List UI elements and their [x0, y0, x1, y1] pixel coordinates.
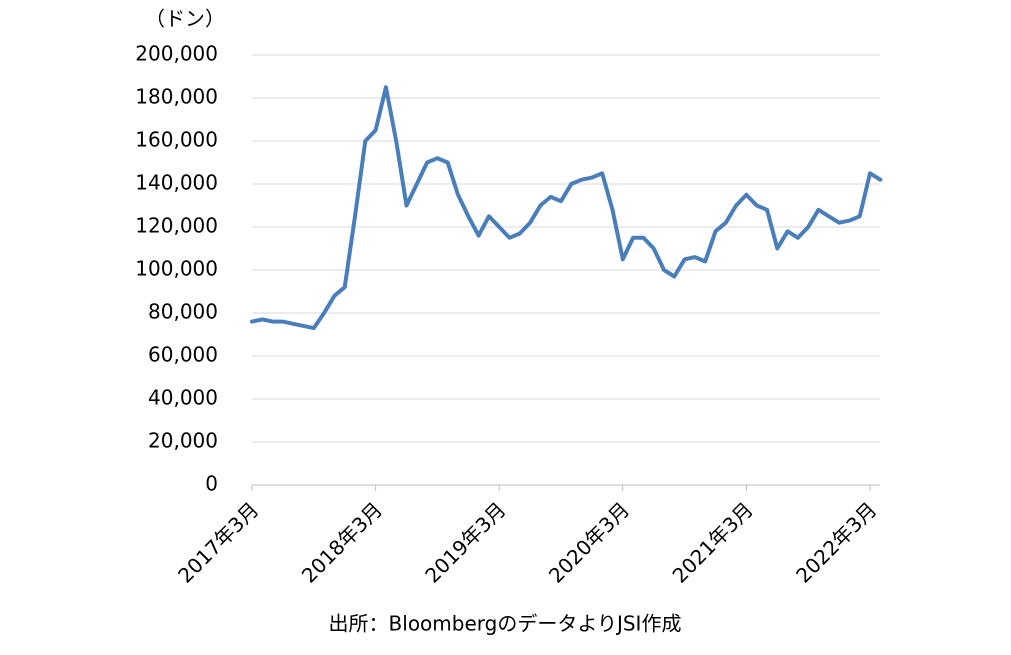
y-tick-label: 180,000 — [135, 85, 218, 109]
x-tick-label: 2019年3月 — [420, 497, 510, 587]
y-tick-label: 140,000 — [135, 171, 218, 195]
y-tick-label: 20,000 — [148, 429, 218, 453]
y-tick-label: 120,000 — [135, 214, 218, 238]
y-tick-label: 160,000 — [135, 128, 218, 152]
x-tick-label: 2022年3月 — [791, 497, 881, 587]
source-note: 出所：BloombergのデータよりJSI作成 — [329, 612, 682, 636]
x-tick-label: 2018年3月 — [297, 497, 387, 587]
y-unit-label: （ドン） — [145, 7, 225, 31]
x-tick-label: 2021年3月 — [668, 497, 758, 587]
y-tick-label: 40,000 — [148, 386, 218, 410]
y-tick-label: 80,000 — [148, 300, 218, 324]
y-tick-label: 100,000 — [135, 257, 218, 281]
y-tick-label: 200,000 — [135, 42, 218, 66]
x-tick-label: 2020年3月 — [544, 497, 634, 587]
price-line — [250, 85, 883, 331]
x-tick-label: 2017年3月 — [173, 497, 263, 587]
y-tick-label: 60,000 — [148, 343, 218, 367]
y-tick-label: 0 — [205, 472, 218, 496]
